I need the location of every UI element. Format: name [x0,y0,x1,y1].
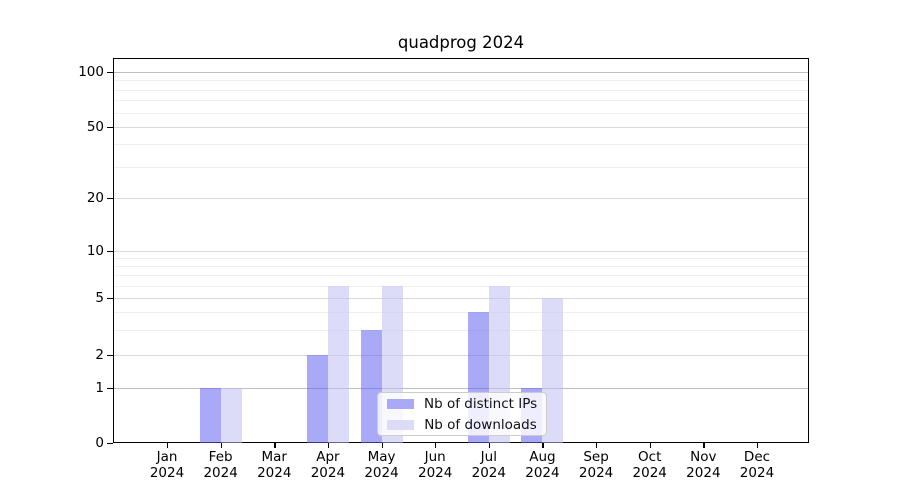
y-tick-label: 10 [86,243,104,259]
legend-label-distinct-ips: Nb of distinct IPs [424,395,538,412]
y-tick-label: 2 [95,347,104,363]
x-axis-tick [435,443,437,448]
legend-swatch-downloads-icon [387,419,414,430]
major-gridline [114,298,808,299]
minor-gridline [114,285,808,287]
major-gridline [114,251,808,252]
minor-gridline [114,166,808,168]
x-tick-label: Sep 2024 [578,449,614,481]
minor-gridline [114,89,808,91]
legend-label-downloads: Nb of downloads [424,416,537,433]
y-tick-label: 1 [95,380,104,396]
y-tick-label: 5 [95,290,104,306]
minor-gridline [114,112,808,114]
x-axis-tick [756,443,759,448]
minor-gridline [114,100,808,102]
x-tick-label: Jan 2024 [149,449,185,481]
y-axis-tick [107,388,113,390]
x-tick-label: May 2024 [364,449,399,481]
x-axis-tick [649,443,652,448]
y-tick-label: 100 [78,64,104,80]
major-gridline [114,198,808,199]
bar-distinct-ips [306,355,328,443]
major-gridline [114,127,808,128]
x-tick-label: Feb 2024 [203,449,238,481]
legend: Nb of distinct IPs Nb of downloads [377,392,547,436]
plot-area [113,58,809,443]
x-axis-tick [488,443,491,448]
y-tick-label: 50 [86,119,104,135]
x-axis-tick [220,443,222,448]
minor-gridline [114,275,808,277]
x-tick-label: Aug 2024 [525,449,560,481]
minor-gridline [114,258,808,260]
y-axis-tick [107,443,113,445]
chart-title: quadprog 2024 [397,33,525,52]
x-tick-label: Apr 2024 [310,449,346,481]
x-axis-tick [274,443,276,448]
y-axis-tick [107,298,113,300]
y-axis-tick [107,251,113,253]
minor-gridline [114,266,808,268]
x-tick-label: Nov 2024 [686,449,721,481]
x-axis-tick [327,443,330,448]
minor-gridline [114,144,808,146]
bar-downloads [542,298,564,443]
major-gridline [114,388,808,389]
x-axis-tick [703,443,705,448]
legend-row-downloads: Nb of downloads [387,417,537,433]
bar-downloads [327,285,349,443]
x-tick-label: Dec 2024 [739,449,775,481]
x-tick-label: Oct 2024 [632,449,667,481]
legend-row-distinct-ips: Nb of distinct IPs [387,396,537,412]
x-tick-label: Mar 2024 [257,449,292,481]
bar-distinct-ips [360,329,382,443]
x-tick-label: Jun 2024 [417,449,453,481]
y-tick-label: 0 [95,435,104,451]
x-axis-tick [542,443,544,448]
x-axis-tick [596,443,598,448]
y-axis-tick [107,72,113,74]
legend-swatch-distinct-ips-icon [387,398,414,409]
y-axis-tick [107,198,113,200]
x-axis-tick [381,443,383,448]
major-gridline [114,72,808,73]
minor-gridline [114,329,808,331]
y-axis-tick [107,127,113,129]
minor-gridline [114,80,808,82]
y-tick-label: 20 [86,190,104,206]
y-axis-tick [107,355,113,357]
bar-distinct-ips [199,388,221,443]
bar-downloads [220,388,242,443]
x-axis-tick [167,443,169,448]
major-gridline [114,355,808,356]
minor-gridline [114,311,808,313]
x-tick-label: Jul 2024 [471,449,506,481]
